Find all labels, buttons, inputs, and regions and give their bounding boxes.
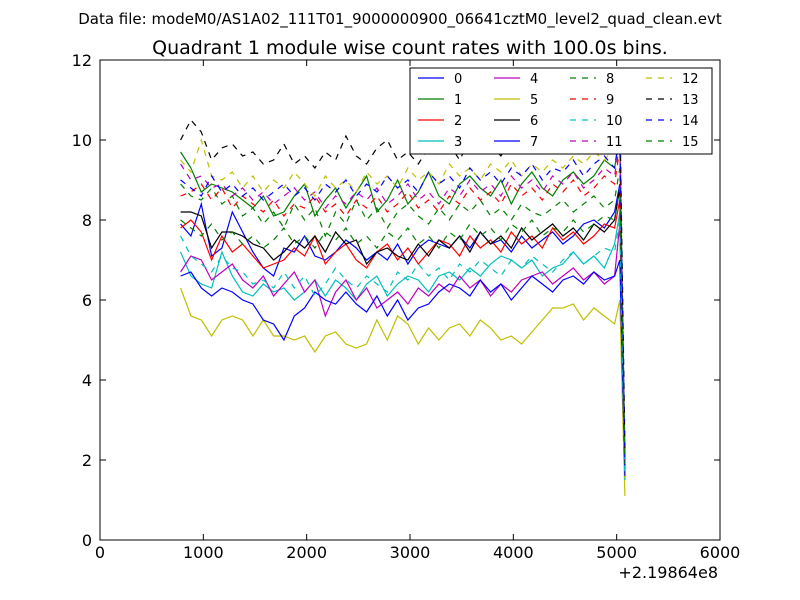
x-tick-label: 6000: [700, 543, 741, 562]
series-line-6: [180, 187, 626, 469]
legend-label-13: 13: [682, 93, 699, 108]
y-tick-label: 10: [72, 131, 92, 150]
x-offset-label: +2.19864e8: [618, 563, 718, 582]
legend-label-1: 1: [454, 93, 462, 108]
legend-label-7: 7: [530, 135, 538, 150]
x-tick-label: 5000: [596, 543, 637, 562]
y-tick-label: 12: [72, 51, 92, 70]
legend-label-12: 12: [682, 72, 699, 87]
legend-label-9: 9: [606, 93, 614, 108]
series-line-7: [180, 259, 626, 477]
series-line-14: [180, 131, 626, 461]
series-line-15: [180, 187, 626, 465]
series-line-12: [180, 115, 626, 453]
legend-label-0: 0: [454, 72, 462, 87]
series-line-11: [180, 143, 626, 457]
y-tick-label: 2: [82, 451, 92, 470]
x-axis: 0 1000 2000 3000 4000 5000 6000: [95, 60, 740, 562]
y-tick-label: 8: [82, 211, 92, 230]
series-line-10: [180, 219, 626, 481]
x-tick-label: 2000: [286, 543, 327, 562]
chart-title: Quadrant 1 module wise count rates with …: [152, 37, 668, 59]
data-file-label: Data file: modeM0/AS1A02_111T01_90000009…: [78, 10, 722, 29]
series-line-5: [180, 287, 626, 497]
legend-label-5: 5: [530, 93, 538, 108]
series-line-1: [180, 135, 626, 465]
legend-label-3: 3: [454, 135, 462, 150]
legend-label-2: 2: [454, 114, 462, 129]
series-layer: [180, 103, 626, 497]
y-tick-label: 4: [82, 371, 92, 390]
legend-label-11: 11: [606, 135, 623, 150]
x-tick-label: 1000: [183, 543, 224, 562]
legend-label-4: 4: [530, 72, 538, 87]
legend-label-14: 14: [682, 114, 699, 129]
legend-label-8: 8: [606, 72, 614, 87]
series-line-8: [180, 167, 626, 461]
legend-label-10: 10: [606, 114, 623, 129]
series-line-3: [180, 211, 626, 477]
legend-box: [409, 67, 713, 155]
x-tick-label: 0: [95, 543, 105, 562]
legend-label-6: 6: [530, 114, 538, 129]
x-tick-label: 4000: [493, 543, 534, 562]
legend-label-15: 15: [682, 135, 699, 150]
y-tick-label: 6: [82, 291, 92, 310]
series-line-2: [180, 199, 626, 481]
x-tick-label: 3000: [390, 543, 431, 562]
series-line-4: [180, 223, 626, 473]
series-line-0: [180, 183, 626, 469]
y-tick-label: 0: [82, 531, 92, 550]
